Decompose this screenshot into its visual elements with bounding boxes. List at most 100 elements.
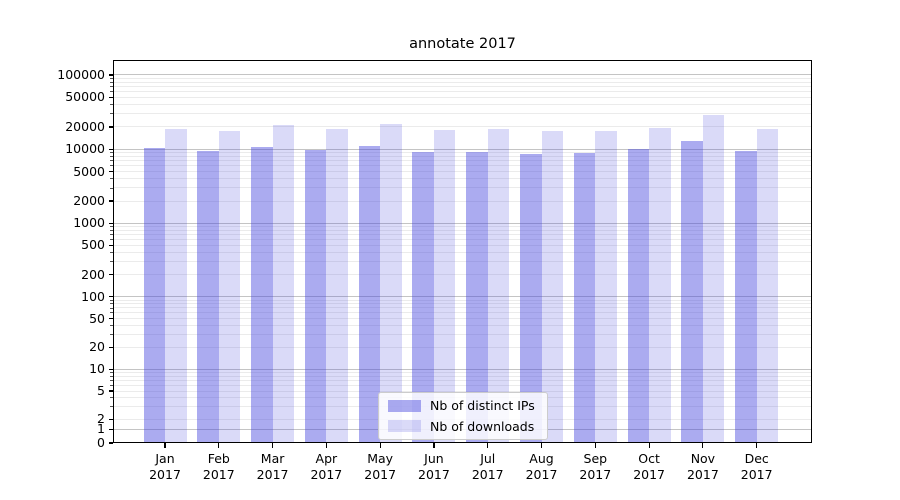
y-tick-label: 5000 bbox=[73, 163, 105, 179]
y-tick-mark bbox=[108, 442, 113, 444]
bar-distinct-ips bbox=[681, 141, 703, 443]
y-tick-label: 2 bbox=[97, 411, 105, 427]
y-minor-tick-mark bbox=[110, 307, 113, 309]
minor-gridline bbox=[113, 77, 812, 79]
minor-gridline bbox=[113, 261, 812, 263]
minor-gridline bbox=[113, 239, 812, 241]
x-tick-label: Jan 2017 bbox=[137, 451, 193, 483]
minor-gridline bbox=[113, 155, 812, 157]
bar-distinct-ips bbox=[627, 148, 650, 443]
y-tick-mark bbox=[108, 96, 113, 98]
bar-distinct-ips bbox=[251, 147, 273, 443]
y-minor-tick-mark bbox=[110, 380, 113, 381]
y-minor-tick-mark bbox=[110, 165, 113, 167]
bar-downloads bbox=[649, 127, 671, 443]
y-minor-tick-mark bbox=[110, 152, 113, 154]
y-tick-mark bbox=[108, 418, 113, 420]
major-gridline bbox=[113, 296, 812, 298]
minor-gridline bbox=[113, 165, 812, 167]
y-tick-label: 1000 bbox=[73, 215, 105, 231]
legend-item-distinct-ips: Nb of distinct IPs bbox=[379, 398, 547, 413]
bar-downloads bbox=[165, 129, 187, 443]
minor-gridline bbox=[113, 86, 812, 87]
y-minor-tick-mark bbox=[110, 113, 113, 115]
y-tick-label: 20000 bbox=[65, 118, 105, 134]
x-tick-mark bbox=[702, 443, 704, 448]
x-tick-label-line: Feb bbox=[207, 451, 230, 466]
y-minor-tick-mark bbox=[110, 160, 113, 162]
x-tick-label-line: 2017 bbox=[633, 467, 666, 482]
bar-distinct-ips bbox=[304, 149, 327, 443]
minor-gridline bbox=[113, 152, 812, 154]
y-tick-mark bbox=[108, 368, 113, 370]
bar-downloads bbox=[487, 128, 510, 443]
y-tick-label: 100000 bbox=[57, 67, 105, 82]
y-minor-tick-mark bbox=[110, 375, 113, 377]
y-minor-tick-mark bbox=[110, 81, 113, 83]
y-minor-tick-mark bbox=[110, 299, 113, 301]
x-tick-label-line: Nov bbox=[690, 451, 716, 466]
minor-gridline bbox=[113, 126, 812, 128]
x-tick-mark bbox=[648, 443, 650, 448]
bar-downloads bbox=[756, 129, 779, 443]
minor-gridline bbox=[113, 90, 812, 92]
y-minor-tick-mark bbox=[110, 334, 113, 336]
y-tick-mark bbox=[108, 126, 113, 128]
bar-distinct-ips bbox=[412, 151, 434, 443]
x-tick-label-line: 2017 bbox=[525, 467, 558, 482]
minor-gridline bbox=[113, 252, 812, 253]
x-tick-label: Sep 2017 bbox=[567, 451, 623, 483]
y-minor-tick-mark bbox=[110, 325, 113, 326]
bar-downloads bbox=[702, 115, 725, 443]
x-tick-label-line: Jul bbox=[480, 451, 496, 466]
y-tick-mark bbox=[108, 274, 113, 276]
x-tick-label-line: 2017 bbox=[202, 467, 235, 482]
y-minor-tick-mark bbox=[110, 303, 113, 305]
y-tick-label: 10 bbox=[89, 361, 105, 377]
y-minor-tick-mark bbox=[110, 230, 113, 231]
y-minor-tick-mark bbox=[110, 226, 113, 228]
minor-gridline bbox=[113, 379, 812, 381]
y-tick-mark bbox=[108, 74, 113, 76]
x-tick-mark bbox=[433, 443, 435, 448]
x-tick-label-line: 2017 bbox=[471, 467, 504, 482]
minor-gridline bbox=[113, 187, 812, 189]
y-minor-tick-mark bbox=[110, 234, 113, 236]
x-tick-label-line: Mar bbox=[260, 451, 285, 466]
x-tick-label: May 2017 bbox=[352, 451, 408, 483]
minor-gridline bbox=[113, 104, 812, 106]
x-tick-label-line: 2017 bbox=[579, 467, 612, 482]
legend: Nb of distinct IPs Nb of downloads bbox=[378, 392, 548, 440]
y-tick-mark bbox=[108, 296, 113, 298]
y-minor-tick-mark bbox=[110, 91, 113, 92]
x-tick-label-line: Oct bbox=[638, 451, 660, 466]
bar-distinct-ips bbox=[573, 153, 596, 443]
y-minor-tick-mark bbox=[110, 104, 113, 105]
minor-gridline bbox=[113, 200, 812, 202]
x-tick-label-line: 2017 bbox=[364, 467, 397, 482]
bar-downloads bbox=[272, 124, 295, 443]
bar-downloads bbox=[433, 129, 456, 443]
minor-gridline bbox=[113, 96, 812, 98]
bar-downloads bbox=[595, 130, 617, 443]
y-minor-tick-mark bbox=[110, 178, 113, 180]
y-minor-tick-mark bbox=[110, 406, 113, 408]
minor-gridline bbox=[113, 375, 812, 377]
x-tick-mark bbox=[540, 443, 543, 448]
bar-distinct-ips bbox=[735, 150, 757, 443]
y-tick-label: 5 bbox=[97, 383, 105, 398]
minor-gridline bbox=[113, 299, 812, 301]
y-minor-tick-mark bbox=[110, 397, 113, 399]
minor-gridline bbox=[113, 307, 812, 309]
x-tick-label-line: 2017 bbox=[310, 467, 343, 482]
minor-gridline bbox=[113, 384, 812, 386]
legend-swatch-downloads bbox=[388, 420, 421, 433]
chart-title: annotate 2017 bbox=[409, 36, 516, 52]
bar-downloads bbox=[380, 124, 402, 443]
x-tick-label-line: 2017 bbox=[686, 467, 719, 482]
bar-distinct-ips bbox=[143, 148, 165, 443]
x-tick-mark bbox=[325, 443, 327, 448]
major-gridline bbox=[113, 148, 812, 150]
x-tick-label-line: 2017 bbox=[256, 467, 289, 482]
